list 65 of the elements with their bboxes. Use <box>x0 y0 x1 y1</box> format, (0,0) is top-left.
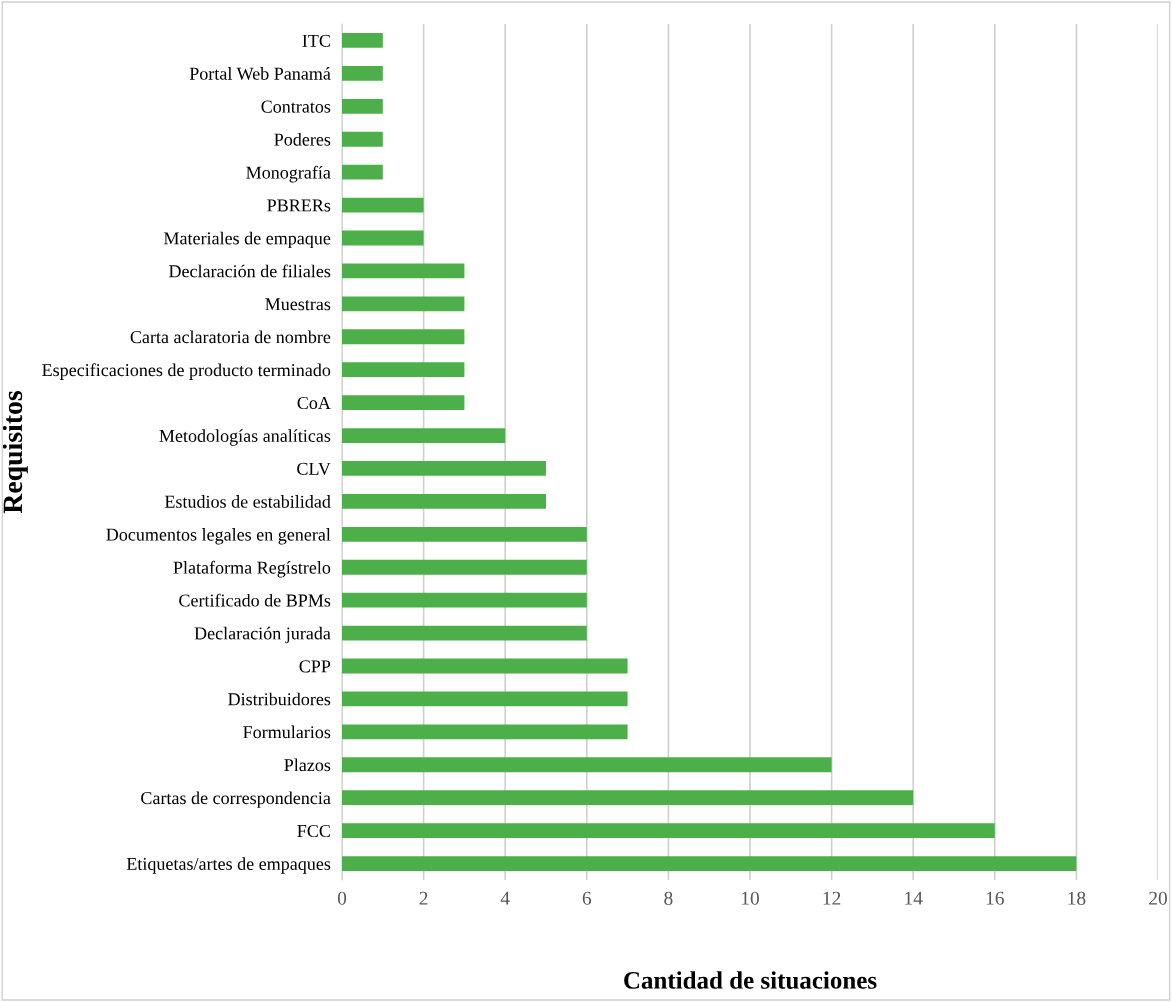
y-axis-title: Requisitos <box>2 390 28 514</box>
y-tick-label: Monografía <box>246 165 331 183</box>
y-tick-label: Plazos <box>284 758 331 772</box>
bar <box>342 724 628 740</box>
bar <box>342 559 587 575</box>
bar <box>342 856 1077 871</box>
bar <box>342 790 914 806</box>
x-tick-label: 18 <box>1068 891 1086 905</box>
x-tick-label: 2 <box>419 891 428 905</box>
bar <box>342 461 546 476</box>
y-tick-label: Materiales de empaque <box>163 231 331 249</box>
x-tick-label: 8 <box>664 891 673 905</box>
y-tick-label: Formularios <box>243 725 331 739</box>
bar <box>342 98 383 114</box>
y-tick-label: CPP <box>299 660 331 673</box>
y-tick-label: Estudios de estabilidad <box>164 495 331 508</box>
x-tick-label: 14 <box>905 891 923 905</box>
y-tick-label: Portal Web Panamá <box>189 67 331 80</box>
bar <box>342 230 424 246</box>
y-tick-label: ITC <box>302 34 330 47</box>
bar <box>342 263 465 279</box>
y-tick-label: Carta aclaratoria de nombre <box>130 330 331 344</box>
y-tick-label: CoA <box>297 396 331 410</box>
y-tick-label: Certificado de BPMs <box>179 593 331 607</box>
bar <box>342 691 628 707</box>
bar <box>342 296 465 312</box>
bar <box>342 197 424 213</box>
bar <box>342 592 587 608</box>
x-tick-label: 16 <box>986 891 1004 905</box>
y-tick-label: Declaración jurada <box>194 626 331 644</box>
x-tick-label: 6 <box>582 891 592 905</box>
y-tick-label: Contratos <box>261 100 331 113</box>
y-tick-label: Plataforma Regístrelo <box>173 560 331 578</box>
bar <box>342 65 383 81</box>
bar <box>342 362 465 378</box>
y-tick-label: PBRERs <box>267 199 331 212</box>
y-tick-label: Distribuidores <box>228 692 331 706</box>
bar <box>342 33 383 48</box>
x-tick-label: 20 <box>1149 891 1167 905</box>
y-tick-label: Metodologías analíticas <box>159 429 331 446</box>
bar <box>342 493 546 509</box>
bar <box>342 131 383 147</box>
y-tick-label: Etiquetas/artes de empaques <box>126 857 331 874</box>
bar <box>342 428 506 443</box>
bar <box>342 625 587 641</box>
y-tick-label: Declaración de filiales <box>168 264 331 278</box>
y-tick-label: Documentos legales en general <box>106 528 331 545</box>
bar <box>342 658 628 674</box>
x-tick-label: 0 <box>337 891 347 905</box>
bar <box>342 757 832 773</box>
y-tick-label: CLV <box>297 462 331 475</box>
y-tick-label: Cartas de correspondencia <box>141 791 331 808</box>
x-tick-label: 12 <box>823 891 841 905</box>
y-tick-label: FCC <box>297 824 330 838</box>
y-tick-label: Especificaciones de producto terminado <box>42 363 331 380</box>
bar <box>342 164 383 180</box>
bar <box>342 823 995 839</box>
y-tick-label: Muestras <box>265 298 331 311</box>
x-tick-label: 10 <box>741 891 759 905</box>
bar <box>342 395 465 411</box>
x-axis-title: Cantidad de situaciones <box>624 971 877 989</box>
x-tick-label: 4 <box>500 891 510 905</box>
y-tick-label: Poderes <box>274 132 331 146</box>
bar <box>342 526 587 542</box>
bar <box>342 329 465 345</box>
